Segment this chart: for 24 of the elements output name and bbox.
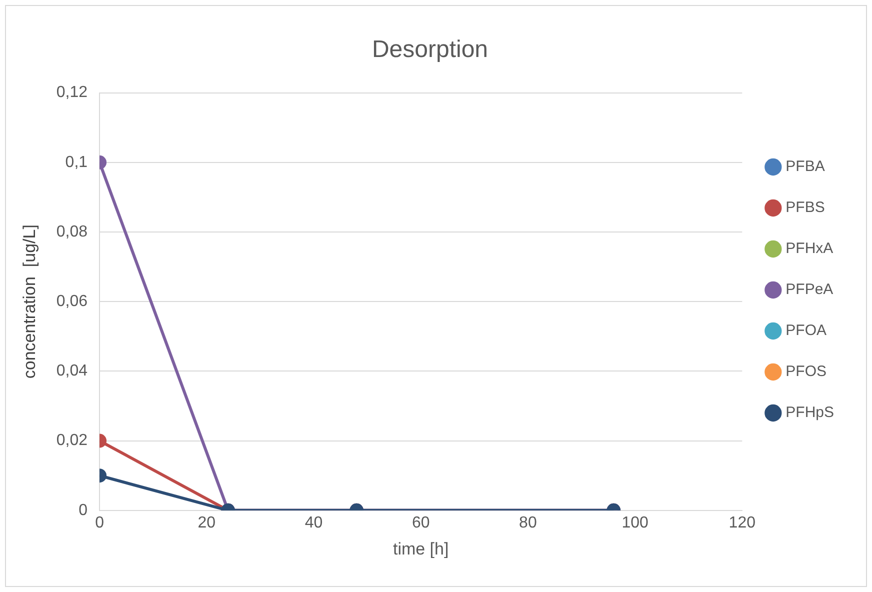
legend-label: PFOA [786,322,826,340]
y-tick-label: 0,12 [56,84,88,102]
y-tick-label: 0 [78,502,88,519]
y-tick-label: 0,1 [65,154,88,171]
y-tick-label: 0,08 [56,223,88,240]
y-tick-label: 0,04 [56,362,88,380]
legend-label: PFHpS [786,404,834,422]
x-tick-label: 40 [304,514,323,532]
x-tick-label: 80 [519,514,537,532]
legend-label: PFBS [786,199,825,216]
x-tick-label: 100 [622,514,648,532]
x-tick-label: 0 [95,514,104,532]
x-axis-title: time [h] [392,539,449,558]
legend-label: PFHxA [786,240,834,258]
y-tick-label: 0,02 [56,432,88,450]
legend-label: PFPeA [786,281,834,298]
chart-title: Desorption [372,36,488,64]
legend-label: PFOS [786,363,826,380]
y-axis-title: concentration [ug/L] [20,224,39,379]
x-tick-label: 20 [198,514,216,532]
x-tick-label: 120 [728,514,756,532]
legend-label: PFBA [786,158,825,176]
y-tick-label: 0,06 [56,293,88,310]
x-tick-label: 60 [412,514,430,532]
